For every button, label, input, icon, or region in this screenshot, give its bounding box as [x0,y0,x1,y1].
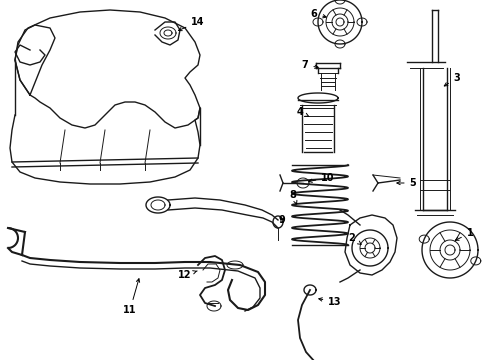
Text: 11: 11 [123,279,140,315]
Text: 7: 7 [302,60,318,70]
Text: 2: 2 [348,233,361,244]
Text: 4: 4 [296,107,309,117]
Text: 12: 12 [178,270,197,280]
Text: 6: 6 [311,9,326,19]
Text: 10: 10 [309,173,335,183]
Text: 1: 1 [456,228,473,240]
Text: 14: 14 [178,17,205,31]
Text: 8: 8 [290,190,297,204]
Text: 13: 13 [319,297,342,307]
Text: 5: 5 [397,178,416,188]
Text: 9: 9 [279,215,285,225]
Text: 3: 3 [444,73,461,86]
